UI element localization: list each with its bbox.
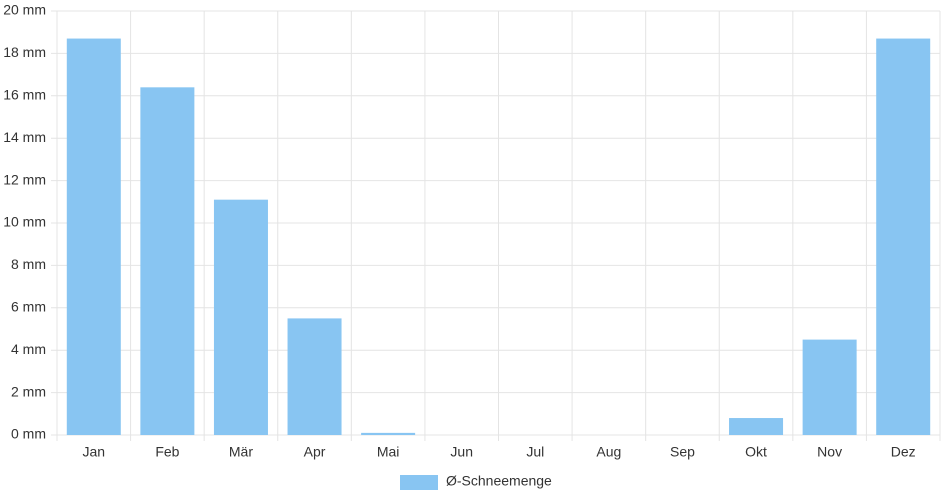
x-tick-label: Jan xyxy=(83,444,106,460)
legend-swatch xyxy=(400,475,438,490)
x-tick-label: Okt xyxy=(745,444,767,460)
x-tick-label: Mai xyxy=(377,444,400,460)
y-tick-label: 14 mm xyxy=(3,129,46,145)
bar xyxy=(213,199,268,435)
bar xyxy=(140,87,195,435)
x-tick-label: Jul xyxy=(526,444,544,460)
y-tick-label: 6 mm xyxy=(11,299,46,315)
x-tick-label: Feb xyxy=(155,444,179,460)
x-tick-label: Aug xyxy=(596,444,621,460)
x-tick-label: Sep xyxy=(670,444,695,460)
x-tick-label: Dez xyxy=(891,444,916,460)
bar xyxy=(876,38,931,436)
bar xyxy=(66,38,121,436)
y-tick-label: 8 mm xyxy=(11,256,46,272)
bar xyxy=(361,432,416,435)
y-tick-label: 12 mm xyxy=(3,171,46,187)
legend-label: Ø-Schneemenge xyxy=(446,473,552,489)
y-tick-label: 18 mm xyxy=(3,44,46,60)
y-tick-label: 10 mm xyxy=(3,214,46,230)
bar xyxy=(729,418,784,435)
bar xyxy=(287,318,342,435)
x-tick-label: Jun xyxy=(450,444,473,460)
y-tick-label: 0 mm xyxy=(11,426,46,442)
y-tick-label: 2 mm xyxy=(11,383,46,399)
x-tick-label: Nov xyxy=(817,444,842,460)
y-tick-label: 4 mm xyxy=(11,341,46,357)
y-tick-label: 20 mm xyxy=(3,2,46,18)
bar xyxy=(802,339,857,435)
x-tick-label: Mär xyxy=(229,444,253,460)
y-tick-label: 16 mm xyxy=(3,87,46,103)
x-tick-label: Apr xyxy=(304,444,326,460)
